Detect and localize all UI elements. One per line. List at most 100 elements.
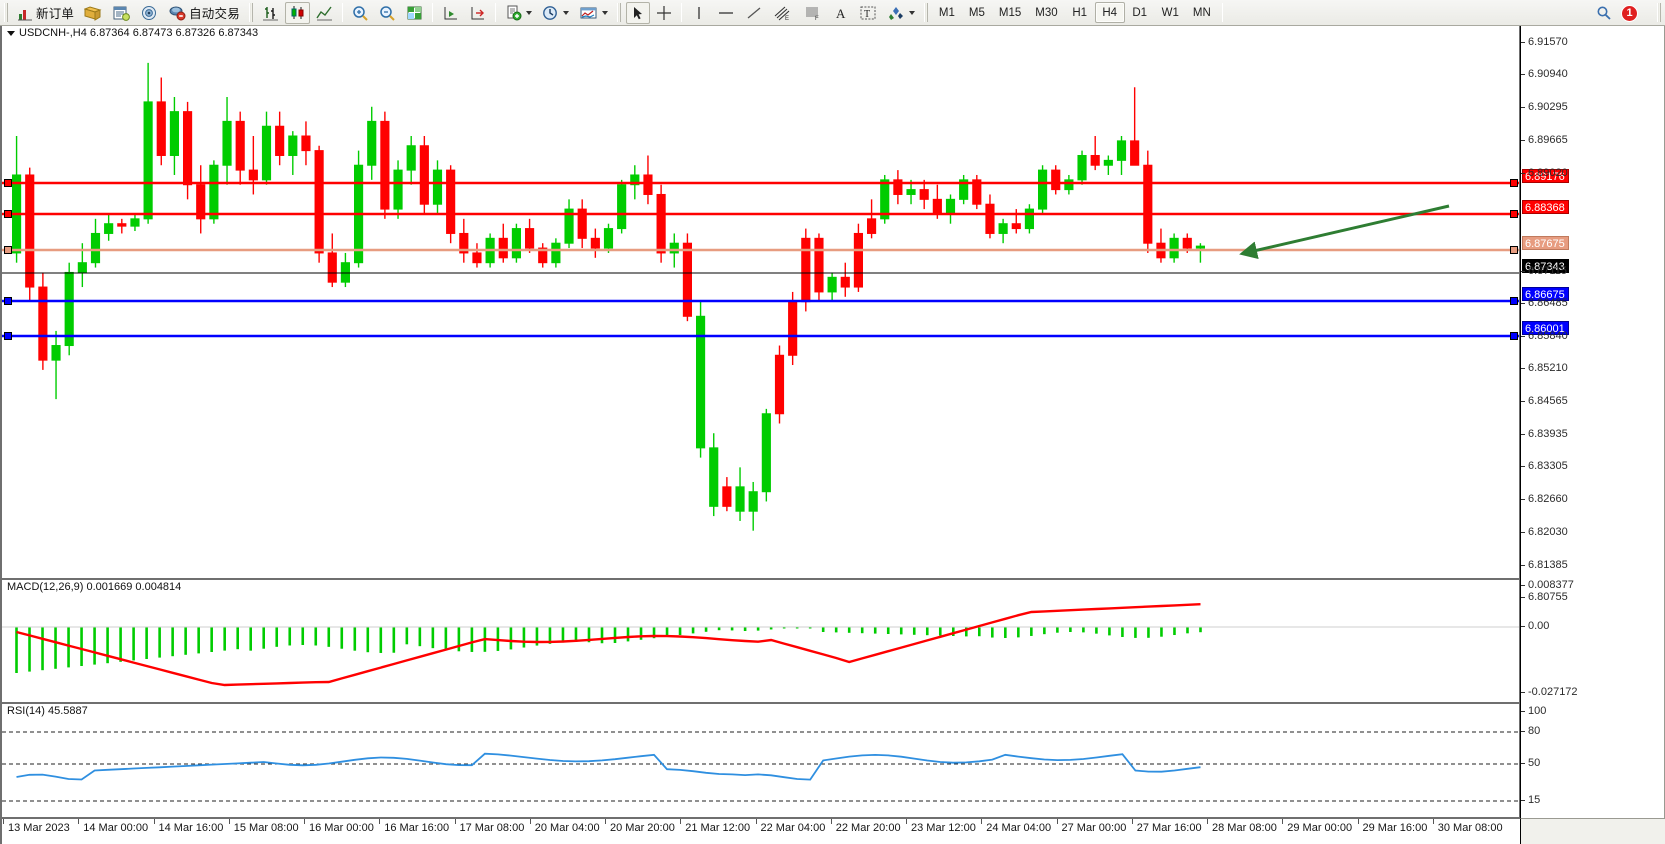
data-window-button[interactable]: [108, 2, 134, 24]
time-label: 15 Mar 08:00: [233, 822, 299, 834]
timeframe-m5[interactable]: M5: [968, 6, 985, 19]
shapes-icon: [888, 6, 903, 20]
timeframe-w1[interactable]: W1: [1161, 6, 1179, 19]
text-label-icon: T: [860, 6, 876, 20]
vertical-line-button[interactable]: [687, 2, 711, 24]
auto-scroll-button[interactable]: [465, 2, 490, 24]
fibonacci-button[interactable]: F: [799, 2, 827, 24]
time-tick: [3, 819, 4, 824]
pointer-button[interactable]: [625, 1, 650, 24]
period-icon: [543, 5, 557, 20]
time-label: 13 Mar 2023: [8, 822, 70, 834]
folder-button[interactable]: [80, 2, 106, 24]
data-window-icon: [113, 6, 131, 21]
timeframe-h1[interactable]: H1: [1072, 6, 1088, 19]
price-level-label-black[interactable]: 6.87343: [1522, 259, 1569, 273]
timeframe-h4[interactable]: H4: [1094, 2, 1125, 23]
alert-count-badge: 1: [1621, 4, 1638, 22]
timeframe-m1[interactable]: M1: [938, 6, 955, 19]
period-button[interactable]: [538, 2, 573, 24]
bar-chart-button[interactable]: [258, 2, 283, 24]
alerts-button[interactable]: 1: [1619, 2, 1647, 24]
chart-shift-button[interactable]: [438, 2, 463, 24]
price-levels[interactable]: [2, 26, 1520, 577]
macd-title: MACD(12,26,9) 0.001669 0.004814: [7, 581, 182, 593]
time-tick: [1056, 819, 1058, 824]
macd-pane[interactable]: MACD(12,26,9) 0.001669 0.004814: [0, 579, 1520, 703]
time-label: 14 Mar 00:00: [83, 822, 149, 834]
crosshair-icon: [656, 5, 671, 20]
navigator-button[interactable]: [136, 2, 162, 24]
toolbar-separator-1: [341, 3, 343, 22]
chevron-down-icon-2[interactable]: [562, 10, 569, 15]
shapes-button[interactable]: [883, 2, 919, 24]
text-label-button[interactable]: T: [855, 2, 881, 24]
price-level-label-blue[interactable]: 6.86001: [1522, 321, 1569, 335]
time-tick: [304, 819, 305, 824]
search-button[interactable]: [1591, 2, 1617, 24]
price-level-label-red[interactable]: 6.88368: [1522, 200, 1569, 214]
toolbar-grip-2[interactable]: [248, 3, 253, 22]
price-tick: 6.85210: [1521, 362, 1568, 375]
chart-grid-icon: [407, 6, 422, 19]
toolbar-grip-4[interactable]: [923, 3, 928, 22]
indicators-button[interactable]: [575, 2, 612, 24]
time-tick: [1282, 819, 1284, 824]
rsi-pane[interactable]: RSI(14) 45.5887: [0, 703, 1520, 818]
trend-arrow-annotation[interactable]: [2, 26, 1520, 577]
price-level-label-blue[interactable]: 6.86675: [1522, 287, 1569, 301]
zoom-out-button[interactable]: [375, 2, 400, 24]
price-tick: 6.89665: [1521, 134, 1568, 147]
timeframe-mn[interactable]: MN: [1192, 6, 1211, 19]
horizontal-line-button[interactable]: [713, 2, 739, 24]
templates-icon: [507, 5, 522, 20]
line-chart-icon: [316, 6, 332, 20]
equidistant-channel-button[interactable]: E: [769, 2, 797, 24]
toolbar-separator-4: [680, 3, 682, 22]
price-pane[interactable]: USDCNH-,H4 6.87364 6.87473 6.87326 6.873…: [0, 26, 1520, 579]
new-order-label: 新订单: [36, 7, 75, 21]
fibonacci-icon: F: [805, 7, 819, 21]
rsi-title: RSI(14) 45.5887: [7, 705, 88, 717]
price-tick: 6.84565: [1521, 395, 1568, 408]
time-label: 17 Mar 08:00: [459, 822, 525, 834]
price-scale[interactable]: 6.91570 6.90940 6.90295 6.89665 6.89176 6.890…: [1520, 26, 1665, 818]
chevron-down-icon-3[interactable]: [601, 10, 608, 15]
time-axis[interactable]: 13 Mar 2023 14 Mar 00:00 14 Mar 16:00 15 Ma…: [0, 818, 1520, 844]
trendline-button[interactable]: [741, 2, 767, 24]
toolbar-grip[interactable]: [4, 3, 8, 22]
macd-axis-tick: 0.008377: [1521, 579, 1574, 592]
price-tick: 6.90295: [1521, 101, 1568, 114]
time-tick: [1432, 819, 1434, 824]
timeframe-m30[interactable]: M30: [1035, 6, 1058, 19]
toolbar-grip-5[interactable]: [1657, 3, 1661, 22]
chart-grid-button[interactable]: [402, 2, 427, 24]
crosshair-button[interactable]: [652, 2, 676, 24]
timeframe-m15[interactable]: M15: [998, 6, 1022, 19]
time-label: 28 Mar 08:00: [1212, 822, 1277, 834]
time-tick: [981, 819, 983, 824]
chart-title: USDCNH-,H4 6.87364 6.87473 6.87326 6.873…: [7, 27, 258, 39]
new-order-icon: [18, 9, 32, 20]
price-level-label-red[interactable]: 6.89176: [1522, 169, 1569, 183]
autotrading-button[interactable]: 自动交易: [164, 2, 244, 24]
chevron-down-icon-4[interactable]: [908, 10, 915, 15]
price-tick: 6.91570: [1521, 36, 1568, 49]
price-level-label-salmon[interactable]: 6.87675: [1522, 236, 1569, 250]
candlestick-icon: [291, 5, 304, 19]
timeframe-d1[interactable]: D1: [1132, 6, 1148, 19]
candlestick-button[interactable]: [284, 1, 310, 24]
chevron-down-icon-chart[interactable]: [7, 30, 15, 36]
line-chart-button[interactable]: [312, 2, 337, 24]
toolbar-separator-3: [494, 3, 496, 22]
toolbar-grip-3[interactable]: [616, 3, 621, 22]
time-label: 14 Mar 16:00: [158, 822, 224, 834]
new-order-button[interactable]: 新订单: [13, 2, 78, 24]
templates-button[interactable]: [501, 2, 536, 24]
zoom-in-button[interactable]: [348, 2, 373, 24]
text-icon: A: [836, 6, 846, 21]
text-button[interactable]: A: [829, 2, 853, 24]
rsi-axis-tick: 80: [1521, 725, 1540, 738]
chevron-down-icon[interactable]: [525, 10, 532, 15]
time-tick: [379, 819, 381, 824]
